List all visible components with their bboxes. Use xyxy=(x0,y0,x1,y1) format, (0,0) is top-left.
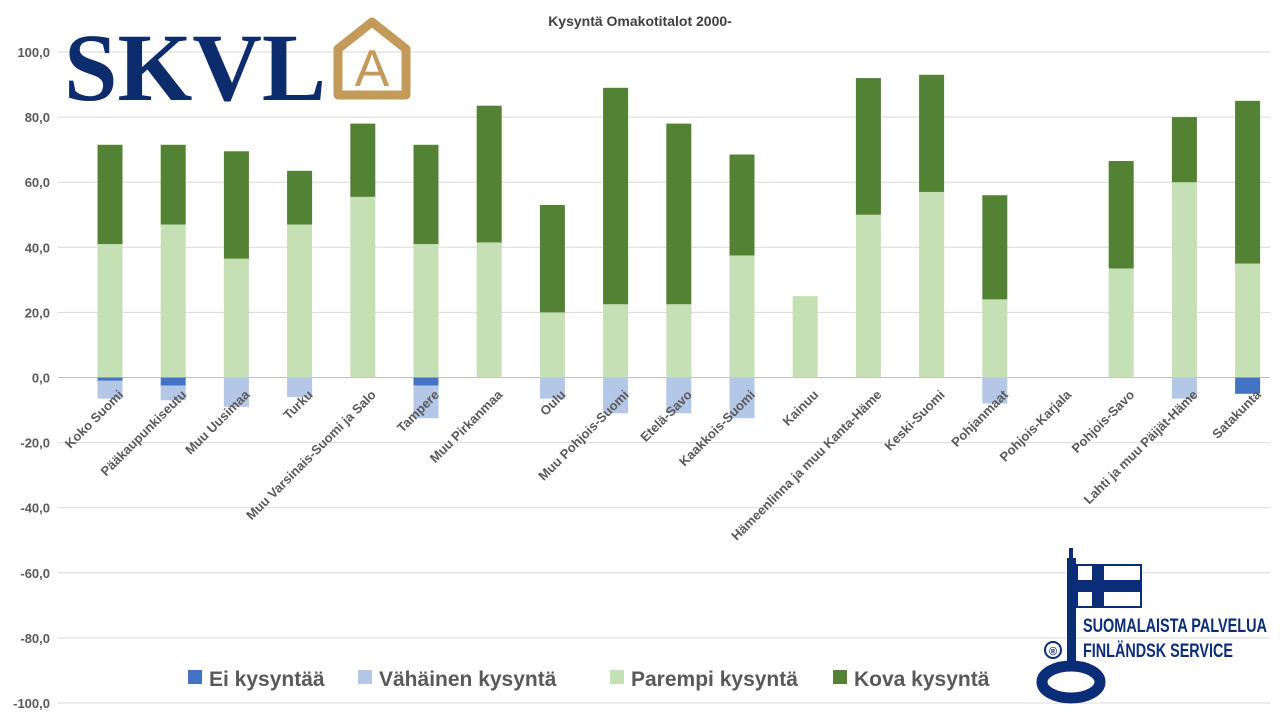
bar-segment xyxy=(666,304,692,378)
bar-segment xyxy=(413,385,439,419)
y-tick-label: -60,0 xyxy=(20,566,50,581)
bar-segment xyxy=(97,380,123,399)
legend-label: Ei kysyntää xyxy=(209,668,325,691)
bar-segment xyxy=(1171,117,1197,183)
bar-segment xyxy=(603,87,629,305)
y-tick-label: 40,0 xyxy=(25,240,50,255)
bar-segment xyxy=(413,244,439,378)
bar-segment xyxy=(539,377,565,399)
bar-segment xyxy=(160,385,186,401)
logo-text: SKVL xyxy=(64,14,326,121)
y-axis: 100,0 80,0 60,0 40,0 20,0 0,0 -20,0 -40,0 -60,0 -… xyxy=(13,45,50,711)
x-tick-label: Kainuu xyxy=(780,387,822,429)
x-tick-label: Satakunta xyxy=(1209,386,1264,441)
bar-segment xyxy=(729,377,755,419)
y-tick-label: 100,0 xyxy=(17,45,50,60)
bar-segment xyxy=(982,195,1008,300)
y-tick-label: 80,0 xyxy=(25,110,50,125)
bar-segment xyxy=(287,377,313,398)
x-tick-label: Koko Suomi xyxy=(62,387,126,451)
bar-segment xyxy=(666,123,692,305)
y-tick-label: -20,0 xyxy=(20,436,50,451)
x-tick-label: Keski-Suomi xyxy=(881,387,947,453)
bar-segment xyxy=(982,299,1008,378)
bars xyxy=(97,74,1261,419)
bar-segment xyxy=(287,170,313,225)
bar-segment xyxy=(1235,377,1261,394)
bar-segment xyxy=(792,296,818,378)
badge-line-1: SUOMALAISTA PALVELUA xyxy=(1083,616,1267,637)
bar-segment xyxy=(1171,377,1197,399)
bar-segment xyxy=(919,191,945,378)
bar-segment xyxy=(160,377,186,386)
finnish-service-badge: ® SUOMALAISTA PALVELUA FINLÄNDSK SERVICE xyxy=(1036,548,1267,704)
bar-segment xyxy=(160,144,186,225)
bar-segment xyxy=(539,204,565,313)
y-tick-label: 20,0 xyxy=(25,305,50,320)
registered-mark: ® xyxy=(1049,646,1057,658)
legend: Ei kysyntää Vähäinen kysyntä Parempi kysyn… xyxy=(188,668,990,691)
x-tick-label: Etelä-Savo xyxy=(637,387,695,445)
x-tick-label: Muu Varsinais-Suomi ja Salo xyxy=(243,387,379,523)
bar-segment xyxy=(1235,100,1261,264)
bar-segment xyxy=(982,377,1008,404)
bar-segment xyxy=(666,377,692,414)
bar-segment xyxy=(1108,161,1134,269)
skvl-logo: SKVL A xyxy=(64,14,411,121)
legend-label: Kova kysyntä xyxy=(854,668,990,691)
bar-segment xyxy=(855,214,881,378)
logo-letter: A xyxy=(355,40,390,98)
bar-segment xyxy=(1235,263,1261,378)
bar-segment xyxy=(1108,268,1134,378)
x-tick-label: Lahti ja muu Päijät-Häme xyxy=(1081,387,1201,507)
y-tick-label: 60,0 xyxy=(25,175,50,190)
x-tick-label: Pohjois-Savo xyxy=(1068,387,1137,456)
bar-segment xyxy=(97,144,123,245)
legend-swatch xyxy=(610,670,624,684)
badge-line-2: FINLÄNDSK SERVICE xyxy=(1083,641,1233,662)
bar-segment xyxy=(919,74,945,192)
bar-segment xyxy=(603,304,629,378)
y-tick-label: -40,0 xyxy=(20,501,50,516)
key-flag-icon xyxy=(1036,548,1142,704)
bar-segment xyxy=(287,224,313,378)
bar-segment xyxy=(729,154,755,256)
bar-segment xyxy=(223,377,249,407)
bar-segment xyxy=(223,258,249,378)
y-tick-label: 0,0 xyxy=(32,371,50,386)
house-icon: A xyxy=(333,17,411,100)
bar-segment xyxy=(855,78,881,215)
bar-segment xyxy=(97,377,123,381)
chart-title: Kysyntä Omakotitalot 2000- xyxy=(548,13,732,29)
bar-segment xyxy=(223,151,249,259)
x-tick-label: Pohjanmaat xyxy=(948,387,1011,450)
bar-segment xyxy=(476,242,502,378)
bar-segment xyxy=(539,312,565,378)
bar-segment xyxy=(603,377,629,414)
y-tick-label: -100,0 xyxy=(13,696,50,711)
bar-segment xyxy=(729,255,755,378)
y-tick-label: -80,0 xyxy=(20,631,50,646)
bar-segment xyxy=(97,244,123,378)
bar-segment xyxy=(350,196,376,378)
bar-segment xyxy=(350,123,376,197)
bar-segment xyxy=(413,144,439,245)
bar-segment xyxy=(413,377,439,386)
legend-swatch xyxy=(358,670,372,684)
legend-label: Vähäinen kysyntä xyxy=(379,668,557,691)
x-tick-label: Muu Uusimaa xyxy=(182,386,253,457)
legend-swatch xyxy=(188,670,202,684)
legend-label: Parempi kysyntä xyxy=(631,668,798,691)
legend-swatch xyxy=(833,670,847,684)
bar-segment xyxy=(1171,182,1197,378)
bar-segment xyxy=(160,224,186,378)
bar-segment xyxy=(476,105,502,243)
